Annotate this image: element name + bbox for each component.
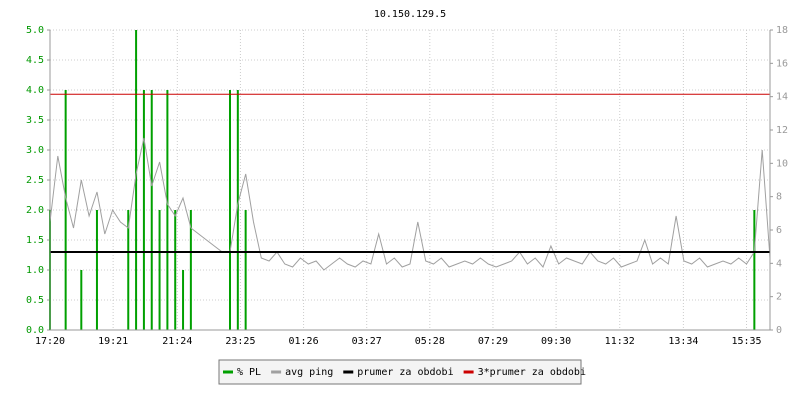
x-tick-label: 01:26: [289, 336, 319, 347]
y-tick-label: 1.0: [26, 265, 44, 276]
x-tick-label: 11:32: [605, 336, 635, 347]
y2-tick-label: 14: [776, 92, 788, 103]
x-tick-label: 09:30: [541, 336, 571, 347]
y-tick-label: 5.0: [26, 25, 44, 36]
y-tick-label: 0.0: [26, 325, 44, 336]
chart-title: 10.150.129.5: [374, 9, 446, 20]
y2-tick-label: 16: [776, 58, 788, 69]
x-tick-label: 03:27: [352, 336, 382, 347]
y2-tick-label: 10: [776, 158, 788, 169]
x-tick-label: 19:21: [98, 336, 128, 347]
ping-line: [49, 137, 771, 271]
legend-label: % PL: [237, 367, 261, 378]
y2-tick-label: 18: [776, 25, 788, 36]
y-tick-label: 2.5: [26, 175, 44, 186]
y2-tick-label: 12: [776, 125, 788, 136]
y2-tick-label: 4: [776, 258, 782, 269]
y-tick-label: 3.5: [26, 115, 44, 126]
x-tick-label: 13:34: [668, 336, 698, 347]
x-tick-label: 23:25: [225, 336, 255, 347]
y-tick-label: 4.5: [26, 55, 44, 66]
y2-tick-label: 8: [776, 192, 782, 203]
legend-label: 3*prumer za obdobi: [478, 367, 586, 378]
x-tick-label: 17:20: [35, 336, 65, 347]
x-tick-label: 21:24: [162, 336, 192, 347]
y-tick-label: 3.0: [26, 145, 44, 156]
x-tick-label: 05:28: [415, 336, 445, 347]
y-tick-label: 0.5: [26, 295, 44, 306]
y-tick-label: 4.0: [26, 85, 44, 96]
x-tick-label: 15:35: [731, 336, 761, 347]
y2-tick-label: 0: [776, 325, 782, 336]
y-tick-label: 2.0: [26, 205, 44, 216]
legend-label: prumer za obdobi: [357, 367, 453, 378]
x-tick-label: 07:29: [478, 336, 508, 347]
y-tick-label: 1.5: [26, 235, 44, 246]
legend-label: avg ping: [285, 367, 333, 378]
y2-tick-label: 2: [776, 292, 782, 303]
y2-tick-label: 6: [776, 225, 782, 236]
